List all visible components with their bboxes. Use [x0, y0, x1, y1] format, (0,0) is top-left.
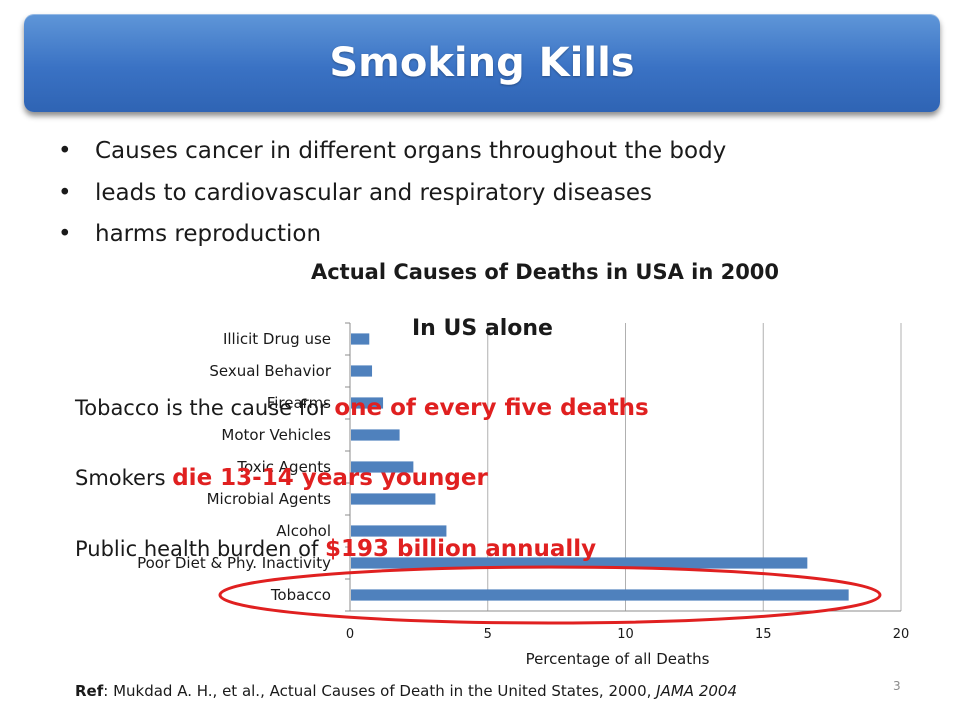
bar [351, 333, 370, 345]
category-label: Firearms [267, 394, 331, 412]
category-label: Alcohol [276, 522, 331, 540]
bar [351, 429, 400, 441]
x-tick-label: 0 [346, 627, 354, 642]
reference: Ref: Mukdad A. H., et al., Actual Causes… [75, 682, 737, 700]
reference-journal: JAMA 2004 [656, 682, 738, 700]
x-tick-label: 10 [617, 627, 634, 642]
overlay-highlight: $193 billion annually [325, 536, 597, 562]
category-label: Toxic Agents [236, 458, 331, 476]
category-label: Motor Vehicles [221, 426, 331, 444]
category-label: Sexual Behavior [209, 362, 331, 380]
x-tick-label: 5 [484, 627, 492, 642]
bar [351, 397, 384, 409]
overlay-line-one-in-five: Tobacco is the cause for one of every fi… [75, 395, 649, 421]
slide-title: Smoking Kills [329, 40, 635, 86]
category-label: Microbial Agents [207, 490, 332, 508]
overlay-line-burden: Public health burden of $193 billion ann… [75, 536, 596, 562]
bar [351, 525, 447, 537]
overlay-text: Public health burden of [75, 537, 326, 561]
x-tick-label: 20 [893, 627, 910, 642]
bar [351, 589, 849, 601]
x-tick-label: 15 [755, 627, 772, 642]
overlay-text: Smokers [75, 466, 173, 490]
overlay-highlight: die 13-14 years younger [172, 465, 488, 491]
chart-title: Actual Causes of Deaths in USA in 2000 [310, 260, 780, 284]
title-bar: Smoking Kills [24, 14, 940, 112]
highlight-circle [218, 565, 882, 625]
reference-label: Ref [75, 682, 104, 700]
reference-text: : Mukdad A. H., et al., Actual Causes of… [103, 682, 657, 700]
bullet-list: Causes cancer in different organs throug… [58, 131, 726, 256]
overlay-highlight: one of every five deaths [334, 395, 649, 421]
bullet-item: harms reproduction [58, 214, 726, 256]
x-axis-label: Percentage of all Deaths [526, 650, 710, 668]
bullet-item: Causes cancer in different organs throug… [58, 131, 726, 173]
bar [351, 365, 373, 377]
overlay-heading: In US alone [412, 316, 553, 341]
bullet-item: leads to cardiovascular and respiratory … [58, 173, 726, 215]
overlay-text: Tobacco is the cause for [75, 396, 335, 420]
bar [351, 461, 414, 473]
category-label: Poor Diet & Phy. Inactivity [137, 554, 331, 572]
bar [351, 557, 808, 569]
category-label: Tobacco [270, 586, 331, 604]
bar [351, 493, 436, 505]
overlay-line-younger: Smokers die 13-14 years younger [75, 465, 488, 491]
category-label: Illicit Drug use [223, 330, 331, 348]
page-number: 3 [893, 679, 901, 693]
